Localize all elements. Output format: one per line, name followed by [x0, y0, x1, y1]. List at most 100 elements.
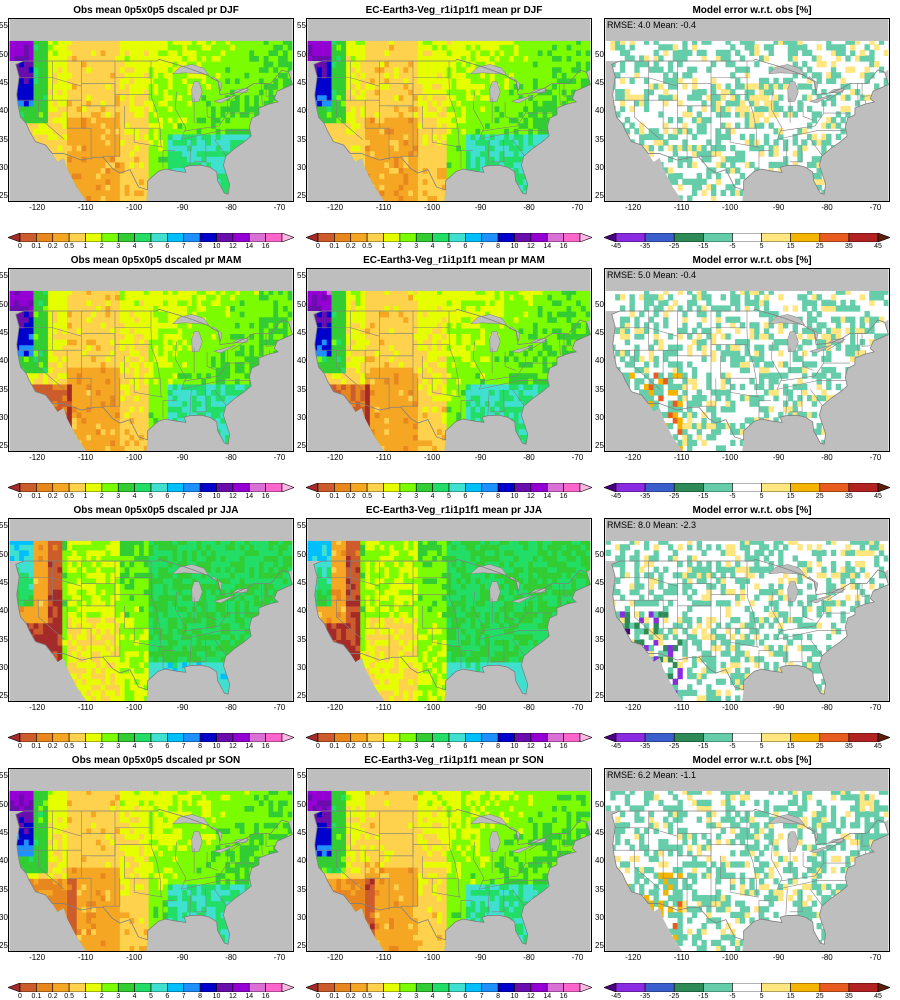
colorbar-tick-label: 6	[165, 493, 170, 500]
colorbar-tick-label: 0.5	[64, 993, 74, 1000]
panel-title: Model error w.r.t. obs [%]	[692, 505, 812, 516]
colorbar-tick-label: 0.2	[345, 993, 356, 1000]
colorbar-tick-label: 4	[430, 243, 435, 250]
lon-tick-label: -90	[474, 203, 487, 212]
colorbar-tick-label: 3	[414, 493, 419, 500]
lat-tick-label: 40	[0, 106, 8, 116]
colorbar-tick-label: 15	[786, 493, 795, 500]
colorbar-tick-label: 45	[874, 493, 882, 500]
map-frame	[306, 518, 592, 702]
lon-tick-label: -100	[126, 953, 143, 962]
map-frame	[8, 268, 294, 452]
precip-colorbar	[8, 233, 294, 242]
lat-tick-label: 30	[0, 913, 8, 923]
colorbar-tick-label: 3	[414, 743, 419, 750]
lat-tick-label: 25	[0, 191, 8, 201]
colorbar-tick-label: 0.5	[64, 743, 74, 750]
lat-tick-label: 50	[297, 799, 306, 809]
colorbar-tick-label: 1	[83, 243, 88, 250]
lon-tick-label: -100	[424, 453, 441, 462]
colorbar-tick-label: 1	[381, 493, 386, 500]
colorbar-tick-label: 12	[228, 493, 237, 500]
lat-tick-label: 30	[297, 663, 306, 673]
lon-tick-label: -90	[474, 953, 487, 962]
colorbar-tick-label: 0.1	[31, 243, 42, 250]
colorbar-tick-label: -15	[698, 743, 709, 750]
panel-title: EC-Earth3-Veg_r1i1p1f1 mean pr MAM	[363, 255, 545, 266]
lat-tick-label: 40	[0, 356, 8, 366]
map-frame: RMSE: 4.0 Mean: -0.4	[604, 18, 890, 202]
colorbar-tick-label: 0.1	[329, 493, 340, 500]
colorbar-tick-label: 5	[447, 243, 451, 250]
lon-tick-label: -100	[126, 203, 143, 212]
lat-tick-label: 50	[595, 799, 604, 809]
lat-tick-label: 30	[595, 163, 604, 173]
colorbar-tick-label: 5	[149, 743, 153, 750]
precip-map-canvas	[9, 519, 293, 701]
lat-tick-label: 50	[0, 799, 8, 809]
colorbar-tick-label: 12	[526, 493, 535, 500]
colorbar-tick-label: 0	[316, 493, 320, 500]
lon-tick-label: -110	[77, 203, 94, 212]
lon-tick-label: -110	[673, 703, 690, 712]
obs-panel: Obs mean 0p5x0p5 dscaled pr MAM 55 50 45 40 3…	[0, 250, 304, 500]
colorbar-tick-label: 6	[165, 243, 170, 250]
lat-tick-label: 50	[595, 49, 604, 59]
lon-tick-label: -100	[126, 703, 143, 712]
colorbar-tick-label: 16	[559, 993, 568, 1000]
lon-tick-label: -120	[625, 703, 642, 712]
colorbar-tick-label: -5	[729, 243, 736, 250]
precip-map-canvas	[9, 769, 293, 951]
lat-tick-label: 30	[595, 663, 604, 673]
panel-title: Model error w.r.t. obs [%]	[692, 255, 812, 266]
colorbar-tick-label: 7	[181, 993, 186, 1000]
lon-tick-label: -110	[77, 953, 94, 962]
colorbar-tick-label: 35	[844, 493, 853, 500]
colorbar-tick-label: 0.5	[362, 493, 372, 500]
colorbar-tick-label: 25	[815, 493, 824, 500]
lon-tick-label: -90	[176, 703, 189, 712]
lon-tick-label: -100	[722, 953, 739, 962]
error-panel: Model error w.r.t. obs [%] RMSE: 8.0 Mean…	[595, 500, 900, 750]
colorbar-tick-label: 45	[874, 993, 882, 1000]
lon-tick-label: -90	[176, 453, 189, 462]
colorbar-tick-label: -25	[669, 243, 680, 250]
colorbar-tick-label: 8	[496, 243, 501, 250]
precip-map-canvas	[307, 769, 591, 951]
colorbar-tick-label: 16	[559, 743, 568, 750]
lon-tick-label: -100	[424, 203, 441, 212]
precip-colorbar	[306, 483, 592, 492]
lon-tick-label: -110	[77, 453, 94, 462]
error-colorbar	[604, 233, 890, 242]
colorbar-tick-label: 25	[815, 993, 824, 1000]
lat-tick-label: 45	[297, 578, 306, 588]
lon-tick-label: -110	[375, 953, 392, 962]
colorbar-tick-label: 5	[759, 993, 764, 1000]
panel-title: Obs mean 0p5x0p5 dscaled pr MAM	[70, 255, 242, 266]
colorbar-tick-label: 0.2	[345, 243, 356, 250]
colorbar-tick-label: -45	[610, 493, 622, 500]
colorbar-tick-label: 7	[479, 243, 484, 250]
lat-tick-label: 55	[0, 21, 8, 31]
lat-tick-label: 45	[0, 578, 8, 588]
colorbar-tick-label: 10	[212, 743, 221, 750]
colorbar-tick-label: 14	[543, 243, 552, 250]
colorbar-tick-label: 16	[261, 243, 270, 250]
lon-tick-label: -80	[225, 953, 237, 962]
lat-tick-label: 40	[0, 856, 8, 866]
colorbar-tick-label: 5	[149, 493, 153, 500]
lat-tick-label: 40	[595, 856, 604, 866]
precip-map-canvas	[9, 269, 293, 451]
colorbar-tick-label: 5	[759, 493, 764, 500]
colorbar-tick-label: 0.5	[362, 993, 372, 1000]
colorbar-tick-label: 15	[786, 993, 795, 1000]
rmse-mean-text: RMSE: 4.0 Mean: -0.4	[607, 20, 697, 30]
colorbar-tick-label: 16	[261, 493, 270, 500]
lon-tick-label: -90	[772, 703, 785, 712]
lat-tick-label: 35	[297, 634, 306, 644]
colorbar-tick-label: -25	[669, 993, 680, 1000]
colorbar-tick-label: 0.1	[329, 993, 340, 1000]
lat-tick-label: 25	[595, 691, 604, 701]
lat-tick-label: 50	[0, 299, 8, 309]
lat-tick-label: 55	[297, 521, 306, 531]
